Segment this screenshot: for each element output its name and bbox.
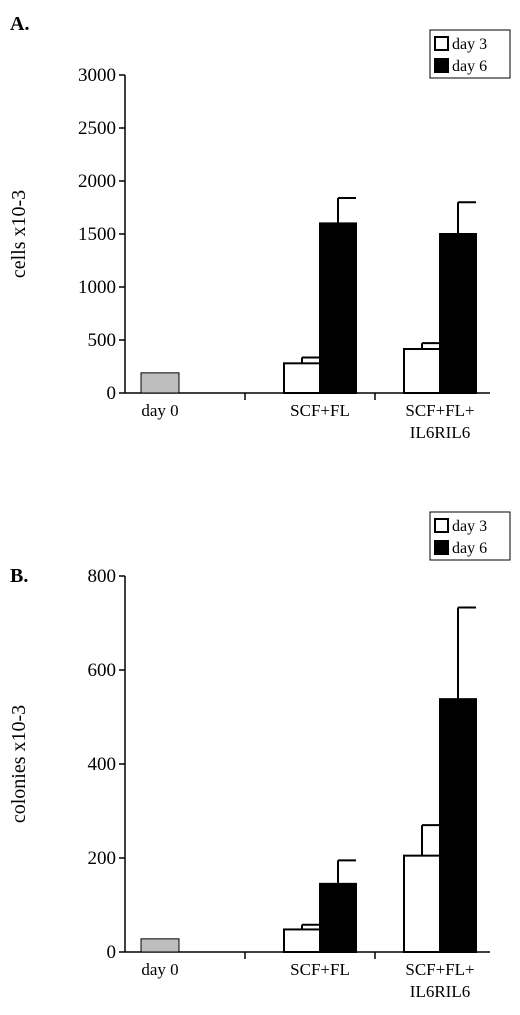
x-tick-label: day 0 xyxy=(141,960,178,979)
x-tick-label: SCF+FL xyxy=(290,960,350,979)
bar-day-6 xyxy=(439,698,477,954)
panel-label: A. xyxy=(10,13,29,35)
x-tick-label: SCF+FL xyxy=(290,401,350,420)
legend: day 3 day 6 xyxy=(429,29,511,79)
chart-panel-b: B. colonies x10-3 0 200 400 600 800 day 0 SCF+FL… xyxy=(8,511,511,1001)
y-tick-label: 1500 xyxy=(78,224,116,245)
y-tick-label: 800 xyxy=(88,566,117,587)
legend-swatch-day-3 xyxy=(434,518,449,533)
legend-swatch-day-6 xyxy=(434,540,449,555)
chart-panel-a: A. cells x10-3 0 500 1000 1500 2000 2500 3000 day… xyxy=(8,13,511,442)
y-tick-label: 3000 xyxy=(78,65,116,86)
y-tick-label: 0 xyxy=(107,383,117,404)
y-tick-label: 0 xyxy=(107,942,117,963)
y-tick-label: 200 xyxy=(88,848,117,869)
y-tick-label: 2000 xyxy=(78,171,116,192)
panel-label: B. xyxy=(10,565,28,587)
y-tick-label: 500 xyxy=(88,330,117,351)
y-axis-label: colonies x10-3 xyxy=(8,705,30,823)
bar-day-6 xyxy=(439,233,477,394)
x-tick-label: SCF+FL+ xyxy=(405,960,474,979)
legend-label: day 3 xyxy=(452,518,487,535)
x-tick-label: SCF+FL+ xyxy=(405,401,474,420)
legend-label: day 3 xyxy=(452,36,487,53)
bar-day-3 xyxy=(403,854,441,954)
bar-day-0 xyxy=(140,938,180,953)
bar-day-6 xyxy=(319,882,357,953)
legend-label: day 6 xyxy=(452,540,487,557)
bar-day-6 xyxy=(319,222,357,394)
legend-swatch-day-3 xyxy=(434,36,449,51)
legend-swatch-day-6 xyxy=(434,58,449,73)
y-tick-label: 2500 xyxy=(78,118,116,139)
bar-day-0 xyxy=(140,372,180,394)
y-tick-label: 400 xyxy=(88,754,117,775)
bar-day-3 xyxy=(403,348,441,395)
y-axis-label: cells x10-3 xyxy=(8,190,30,278)
x-tick-label: day 0 xyxy=(141,401,178,420)
bar-day-3 xyxy=(283,928,321,954)
legend: day 3 day 6 xyxy=(429,511,511,561)
y-tick-label: 1000 xyxy=(78,277,116,298)
bar-day-3 xyxy=(283,362,321,395)
legend-label: day 6 xyxy=(452,58,487,75)
x-tick-label: IL6RIL6 xyxy=(410,982,470,1001)
y-tick-label: 600 xyxy=(88,660,117,681)
x-tick-label: IL6RIL6 xyxy=(410,423,470,442)
